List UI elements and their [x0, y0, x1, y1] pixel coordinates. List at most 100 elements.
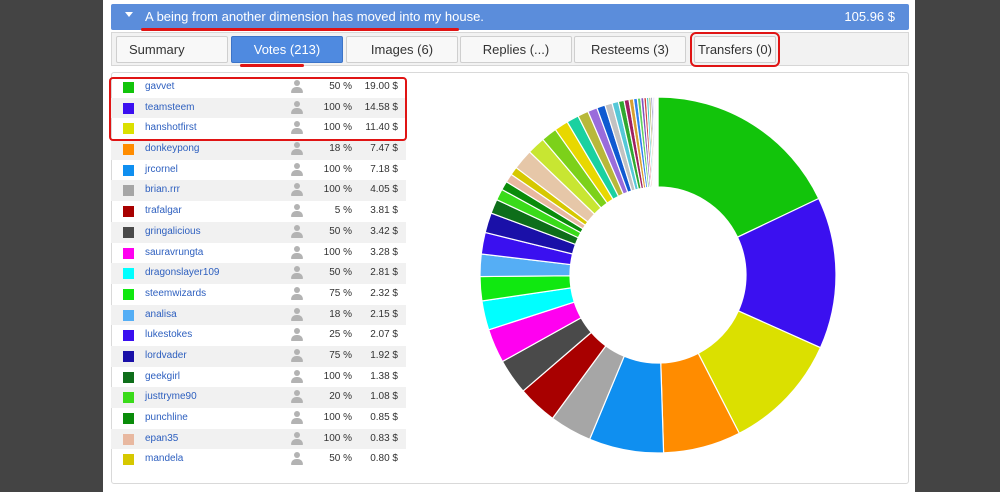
vote-row: lordvader 75 % 1.92 $	[111, 345, 406, 367]
collapse-caret-icon[interactable]	[125, 12, 133, 17]
post-title[interactable]: A being from another dimension has moved…	[145, 9, 484, 24]
vote-row: mandela 50 % 0.80 $	[111, 449, 406, 470]
vote-value: 1.08 $	[370, 391, 398, 403]
vote-value: 3.28 $	[370, 246, 398, 258]
voter-name-link[interactable]: gringalicious	[145, 225, 201, 237]
voter-color-swatch	[123, 454, 134, 466]
vote-percent: 75 %	[329, 349, 352, 361]
voter-color-swatch	[123, 82, 134, 93]
voter-color-swatch	[123, 350, 134, 362]
person-icon	[291, 245, 303, 260]
voter-name-link[interactable]: epan35	[145, 432, 179, 444]
vote-percent: 5 %	[334, 205, 352, 217]
voter-color-swatch	[123, 371, 134, 383]
voter-name-link[interactable]: geekgirl	[145, 370, 181, 382]
vote-row: gavvet 50 % 19.00 $	[111, 77, 406, 98]
person-icon	[291, 142, 303, 156]
voter-color-swatch	[123, 309, 134, 321]
voter-name-link[interactable]: punchline	[145, 412, 188, 423]
post-payout: 105.96 $	[844, 9, 895, 24]
voter-color-swatch	[123, 144, 134, 156]
vote-percent: 25 %	[329, 329, 352, 341]
person-icon	[291, 286, 303, 301]
vote-row: trafalgar 5 % 3.81 $	[111, 201, 406, 222]
vote-value: 7.18 $	[370, 163, 398, 175]
voter-color-swatch	[123, 206, 134, 218]
person-icon	[291, 100, 303, 115]
voter-name-link[interactable]: brian.rrr	[145, 184, 181, 196]
voter-name-link[interactable]: teamsteem	[145, 101, 195, 113]
vote-value: 1.38 $	[370, 370, 398, 382]
vote-row: brian.rrr 100 % 4.05 $	[111, 180, 406, 202]
tab-replies[interactable]: Replies (...)	[460, 36, 572, 63]
vote-row: teamsteem 100 % 14.58 $	[111, 97, 406, 119]
vote-value: 7.47 $	[370, 143, 398, 155]
voter-name-link[interactable]: sauravrungta	[145, 246, 204, 258]
person-icon	[291, 452, 303, 466]
voter-color-swatch	[123, 226, 134, 238]
person-icon	[291, 390, 303, 404]
voter-name-link[interactable]: jrcornel	[145, 163, 178, 175]
vote-row: punchline 100 % 0.85 $	[111, 408, 406, 429]
vote-value: 2.81 $	[370, 267, 398, 279]
voter-name-link[interactable]: hanshotfirst	[145, 122, 197, 134]
vote-list: gavvet 50 % 19.00 $ teamsteem 100 % 14.58 $ ha…	[111, 77, 406, 470]
voter-color-swatch	[123, 102, 134, 114]
vote-percent: 100 %	[323, 246, 352, 258]
voter-name-link[interactable]: donkeypong	[145, 143, 200, 155]
vote-value: 1.92 $	[370, 349, 398, 361]
post-header-bar[interactable]: A being from another dimension has moved…	[111, 4, 909, 31]
voter-name-link[interactable]: lordvader	[145, 349, 187, 361]
voter-name-link[interactable]: dragonslayer109	[145, 267, 220, 279]
tab-images[interactable]: Images (6)	[346, 36, 458, 63]
vote-value: 3.42 $	[370, 225, 398, 237]
voter-name-link[interactable]: gavvet	[145, 81, 175, 92]
vote-value: 2.15 $	[370, 308, 398, 320]
voter-color-swatch	[123, 185, 134, 197]
vote-row: justtryme90 20 % 1.08 $	[111, 387, 406, 408]
vote-percent: 50 %	[329, 453, 352, 465]
voter-name-link[interactable]: justtryme90	[145, 391, 197, 403]
vote-row: sauravrungta 100 % 3.28 $	[111, 243, 406, 264]
vote-percent: 75 %	[329, 287, 352, 299]
vote-value: 14.58 $	[364, 101, 398, 113]
vote-value: 4.05 $	[370, 184, 398, 196]
donut-slice-gavvet[interactable]	[657, 97, 820, 238]
tab-summary[interactable]: Summary	[116, 36, 228, 63]
donut-slice-other-23[interactable]	[656, 97, 659, 188]
tab-votes-highlight-underline	[240, 64, 304, 67]
voter-name-link[interactable]: analisa	[145, 308, 177, 320]
vote-percent: 100 %	[323, 412, 352, 423]
vote-percent: 100 %	[323, 163, 352, 175]
voter-name-link[interactable]: mandela	[145, 453, 184, 465]
voter-name-link[interactable]: steemwizards	[145, 287, 207, 299]
tab-transfers[interactable]: Transfers (0)	[690, 32, 780, 67]
voter-color-swatch	[123, 288, 134, 300]
vote-row: gringalicious 50 % 3.42 $	[111, 221, 406, 243]
vote-percent: 100 %	[323, 184, 352, 196]
person-icon	[291, 121, 303, 135]
tab-votes-label: Votes (213)	[253, 42, 321, 57]
person-icon	[291, 328, 303, 342]
voter-color-swatch	[123, 268, 134, 280]
vote-percent: 100 %	[323, 101, 352, 113]
vote-row: analisa 18 % 2.15 $	[111, 304, 406, 326]
vote-row: lukestokes 25 % 2.07 $	[111, 325, 406, 346]
tab-strip: Summary Votes (213) Images (6) Replies (…	[111, 32, 909, 67]
person-icon	[291, 183, 303, 197]
voter-color-swatch	[123, 330, 134, 342]
vote-value: 3.81 $	[370, 205, 398, 217]
voter-name-link[interactable]: trafalgar	[145, 205, 182, 217]
tab-resteems[interactable]: Resteems (3)	[574, 36, 686, 63]
vote-percent: 18 %	[329, 308, 352, 320]
person-icon	[291, 80, 303, 94]
vote-percent: 100 %	[323, 122, 352, 134]
voter-name-link[interactable]: lukestokes	[145, 329, 193, 341]
vote-value: 2.32 $	[370, 287, 398, 299]
vote-row: steemwizards 75 % 2.32 $	[111, 284, 406, 305]
person-icon	[291, 348, 303, 363]
tab-votes[interactable]: Votes (213)	[231, 36, 343, 67]
vote-row: donkeypong 18 % 7.47 $	[111, 139, 406, 160]
vote-percent: 100 %	[323, 432, 352, 444]
vote-row: jrcornel 100 % 7.18 $	[111, 160, 406, 181]
